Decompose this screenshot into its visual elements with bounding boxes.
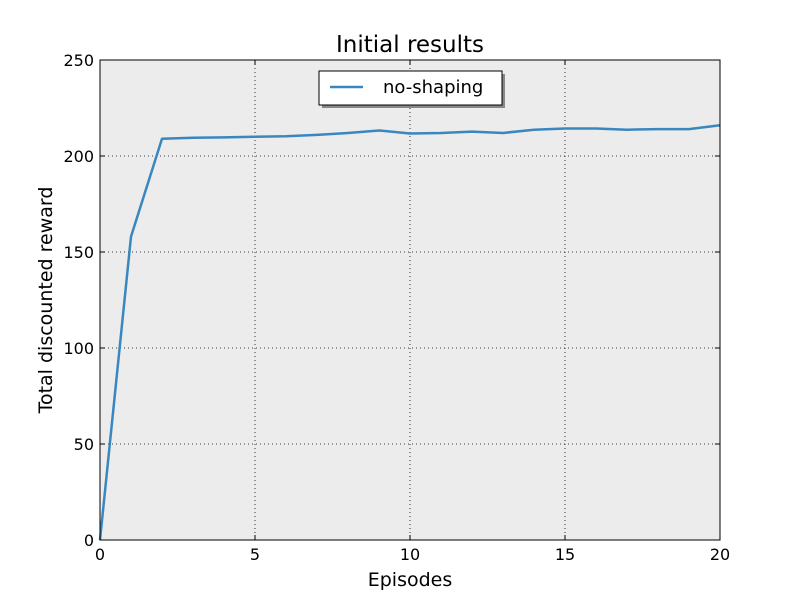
x-tick-label: 15 — [555, 545, 575, 564]
series-line-no-shaping — [98, 124, 721, 541]
y-tick-label: 150 — [63, 243, 94, 262]
y-tick-label: 0 — [84, 531, 94, 550]
chart-title: Initial results — [336, 32, 484, 58]
x-axis-label: Episodes — [368, 569, 453, 591]
legend: no-shaping — [318, 70, 505, 108]
x-tick-label: 0 — [95, 545, 105, 564]
legend-label-no-shaping: no-shaping — [383, 77, 483, 98]
grid — [100, 60, 720, 540]
y-axis-label: Total discounted reward — [35, 187, 57, 415]
y-tick-label: 200 — [63, 147, 94, 166]
y-tick-label: 100 — [63, 339, 94, 358]
series-layer — [98, 124, 721, 541]
y-tick-label: 50 — [74, 435, 94, 454]
x-tick-label: 20 — [710, 545, 730, 564]
y-tick-label: 250 — [63, 51, 94, 70]
x-tick-label: 10 — [400, 545, 420, 564]
x-tick-label: 5 — [250, 545, 260, 564]
